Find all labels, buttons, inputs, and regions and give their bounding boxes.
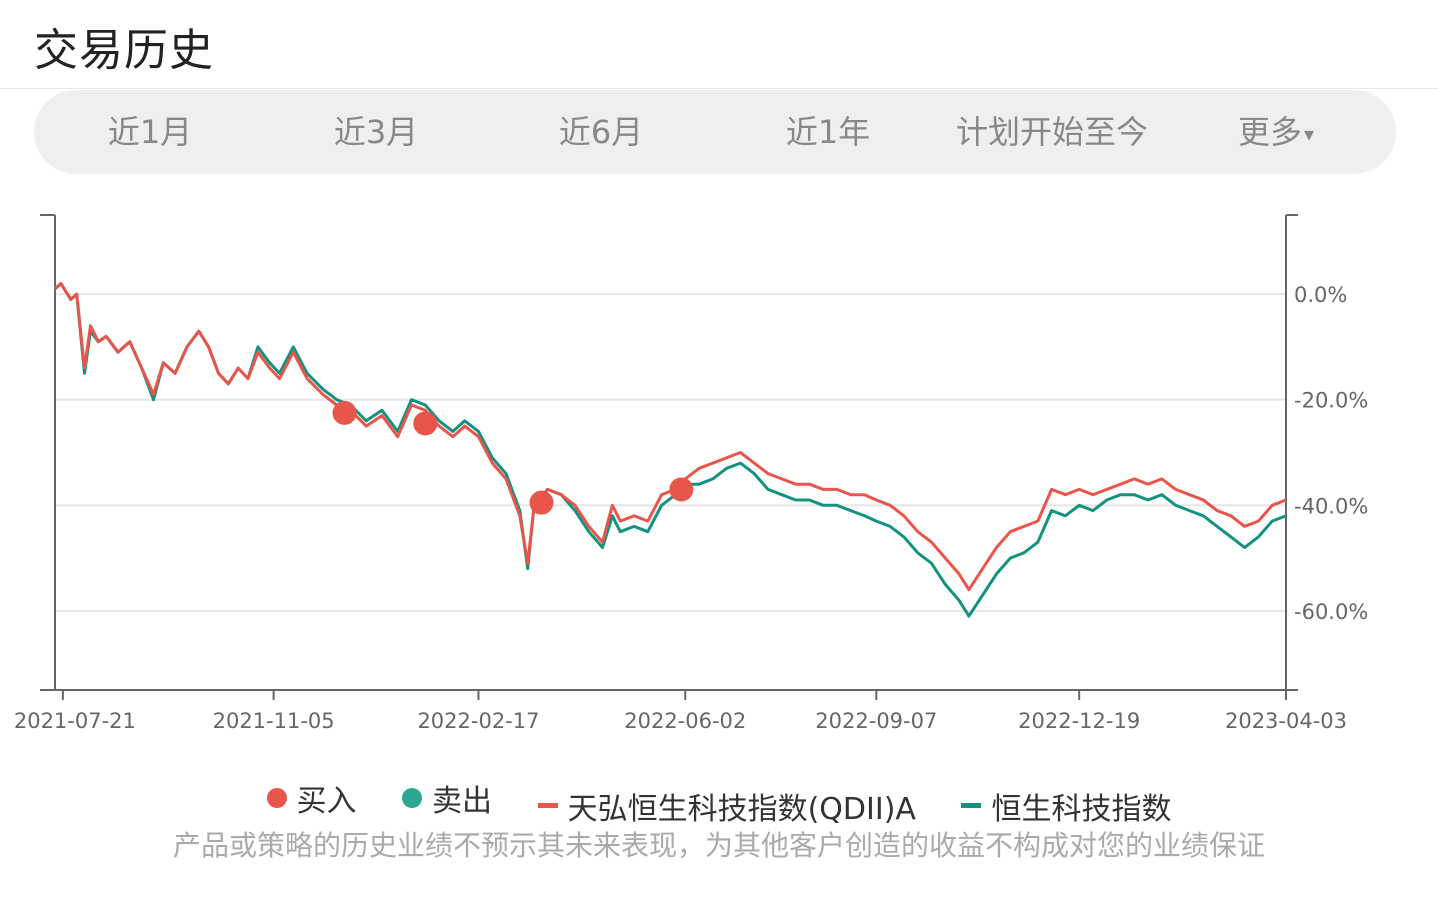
y-tick-label: -20.0% [1294,389,1368,413]
buy-marker [332,400,357,425]
period-tabs: 近1月 近3月 近6月 近1年 计划开始至今 更多 ▾ [34,90,1396,174]
fund-line-icon [537,803,558,808]
disclaimer: 产品或策略的历史业绩不预示其未来表现，为其他客户创造的收益不构成对您的业绩保证 [172,829,1265,862]
legend-fund-label: 天弘恒生科技指数(QDII)A [567,791,916,827]
x-tick-label: 2022-02-17 [417,709,539,733]
header-divider [0,88,1438,89]
buy-marker [669,477,694,502]
x-tick-label: 2023-04-03 [1225,709,1347,733]
tab-since-plan-start[interactable]: 计划开始至今 [955,113,1149,151]
tab-3-months[interactable]: 近3月 [333,113,419,151]
trade-markers [332,400,694,515]
legend-fund[interactable]: 天弘恒生科技指数(QDII)A [537,784,916,828]
legend-sell[interactable]: 卖出 [402,776,492,820]
fund-series-line [53,282,1287,592]
legend-buy[interactable]: 买入 [266,776,357,820]
y-tick-label: -40.0% [1294,494,1368,518]
tab-1-month[interactable]: 近1月 [107,113,193,151]
tab-more-label: 更多 [1237,113,1302,151]
sell-dot-icon [402,788,423,808]
x-tick-label: 2022-09-07 [815,709,937,733]
legend-index[interactable]: 恒生科技指数 [961,784,1171,828]
buy-dot-icon [266,788,287,808]
tab-6-months[interactable]: 近6月 [558,113,644,151]
x-tick-label: 2021-11-05 [213,709,335,733]
buy-marker [529,490,554,515]
legend-index-label: 恒生科技指数 [991,791,1172,827]
y-tick-label: 0.0% [1294,283,1347,307]
x-tick-label: 2021-07-21 [14,709,136,733]
chevron-down-icon: ▾ [1303,122,1315,146]
grid-lines [55,293,1286,612]
tab-1-year[interactable]: 近1年 [785,113,871,151]
legend-sell-label: 卖出 [432,784,493,819]
axes [40,214,1298,700]
series-lines [53,282,1287,618]
tick-labels: 0.0% -20.0% -40.0% -60.0% 2021-07-21 2021-11-… [14,283,1368,733]
tab-more[interactable]: 更多 ▾ [1238,90,1314,174]
legend-buy-label: 买入 [296,784,357,819]
x-tick-label: 2022-06-02 [624,709,746,733]
chart-legend: 买入 卖出 天弘恒生科技指数(QDII)A 恒生科技指数 [0,776,1438,828]
buy-marker [413,411,438,436]
performance-chart: 0.0% -20.0% -40.0% -60.0% 2021-07-21 2021-11-… [14,214,1368,733]
page-title: 交易历史 [34,25,214,76]
index-series-line [53,282,1287,618]
index-line-icon [961,803,982,808]
x-tick-label: 2022-12-19 [1018,709,1140,733]
y-tick-label: -60.0% [1294,600,1368,624]
